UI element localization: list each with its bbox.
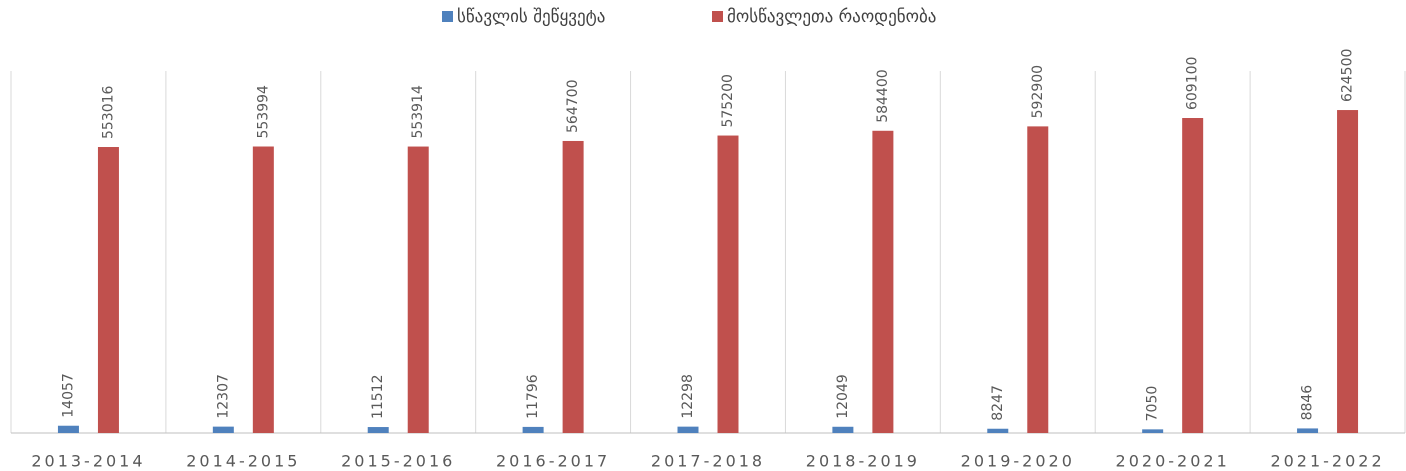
- x-tick-label: 2013-2014: [31, 452, 145, 471]
- bar: [872, 130, 894, 433]
- legend-label: სწავლის შეწყვეტა: [457, 7, 605, 27]
- legend-swatch: [712, 11, 723, 22]
- data-label: 553914: [410, 85, 426, 139]
- bar: [987, 428, 1009, 433]
- bar: [407, 146, 429, 433]
- bar: [367, 427, 389, 433]
- data-label: 14057: [60, 373, 76, 418]
- data-label: 575200: [720, 74, 736, 127]
- data-label: 624500: [1340, 49, 1356, 102]
- data-label: 12307: [215, 374, 231, 419]
- data-label: 12298: [680, 374, 696, 419]
- data-label: 584400: [875, 69, 891, 122]
- bar: [97, 147, 119, 433]
- bar: [1297, 428, 1319, 433]
- bar: [717, 135, 739, 433]
- x-tick-label: 2018-2019: [806, 452, 920, 471]
- data-label: 11512: [370, 374, 386, 419]
- data-label: 609100: [1185, 57, 1201, 110]
- x-tick-label: 2015-2016: [341, 452, 455, 471]
- bar: [212, 426, 234, 433]
- bar: [1142, 429, 1164, 433]
- legend-label: მოსწავლეთა რაოდენობა: [727, 7, 936, 27]
- data-label: 12049: [835, 374, 851, 419]
- data-label: 8846: [1300, 385, 1316, 421]
- x-tick-label: 2016-2017: [496, 452, 610, 471]
- data-label: 11796: [525, 374, 541, 419]
- bar: [1337, 110, 1359, 434]
- data-label: 553016: [100, 85, 116, 139]
- x-tick-label: 2014-2015: [186, 452, 300, 471]
- bar: [832, 426, 854, 433]
- bar: [1182, 118, 1204, 433]
- data-label: 564700: [565, 80, 581, 133]
- x-tick-label: 2017-2018: [651, 452, 765, 471]
- legend-swatch: [442, 11, 453, 22]
- data-label: 8247: [990, 385, 1006, 421]
- bar: [677, 426, 699, 433]
- data-label: 592900: [1030, 65, 1046, 118]
- bar: [1027, 126, 1049, 434]
- data-label: 553994: [255, 85, 271, 139]
- x-tick-label: 2021-2022: [1270, 452, 1384, 471]
- data-label: 7050: [1145, 386, 1161, 422]
- bar: [57, 425, 79, 433]
- x-tick-label: 2019-2020: [961, 452, 1075, 471]
- bar: [522, 426, 544, 433]
- x-tick-label: 2020-2021: [1116, 452, 1230, 471]
- bar: [562, 140, 584, 433]
- bar: [252, 146, 274, 433]
